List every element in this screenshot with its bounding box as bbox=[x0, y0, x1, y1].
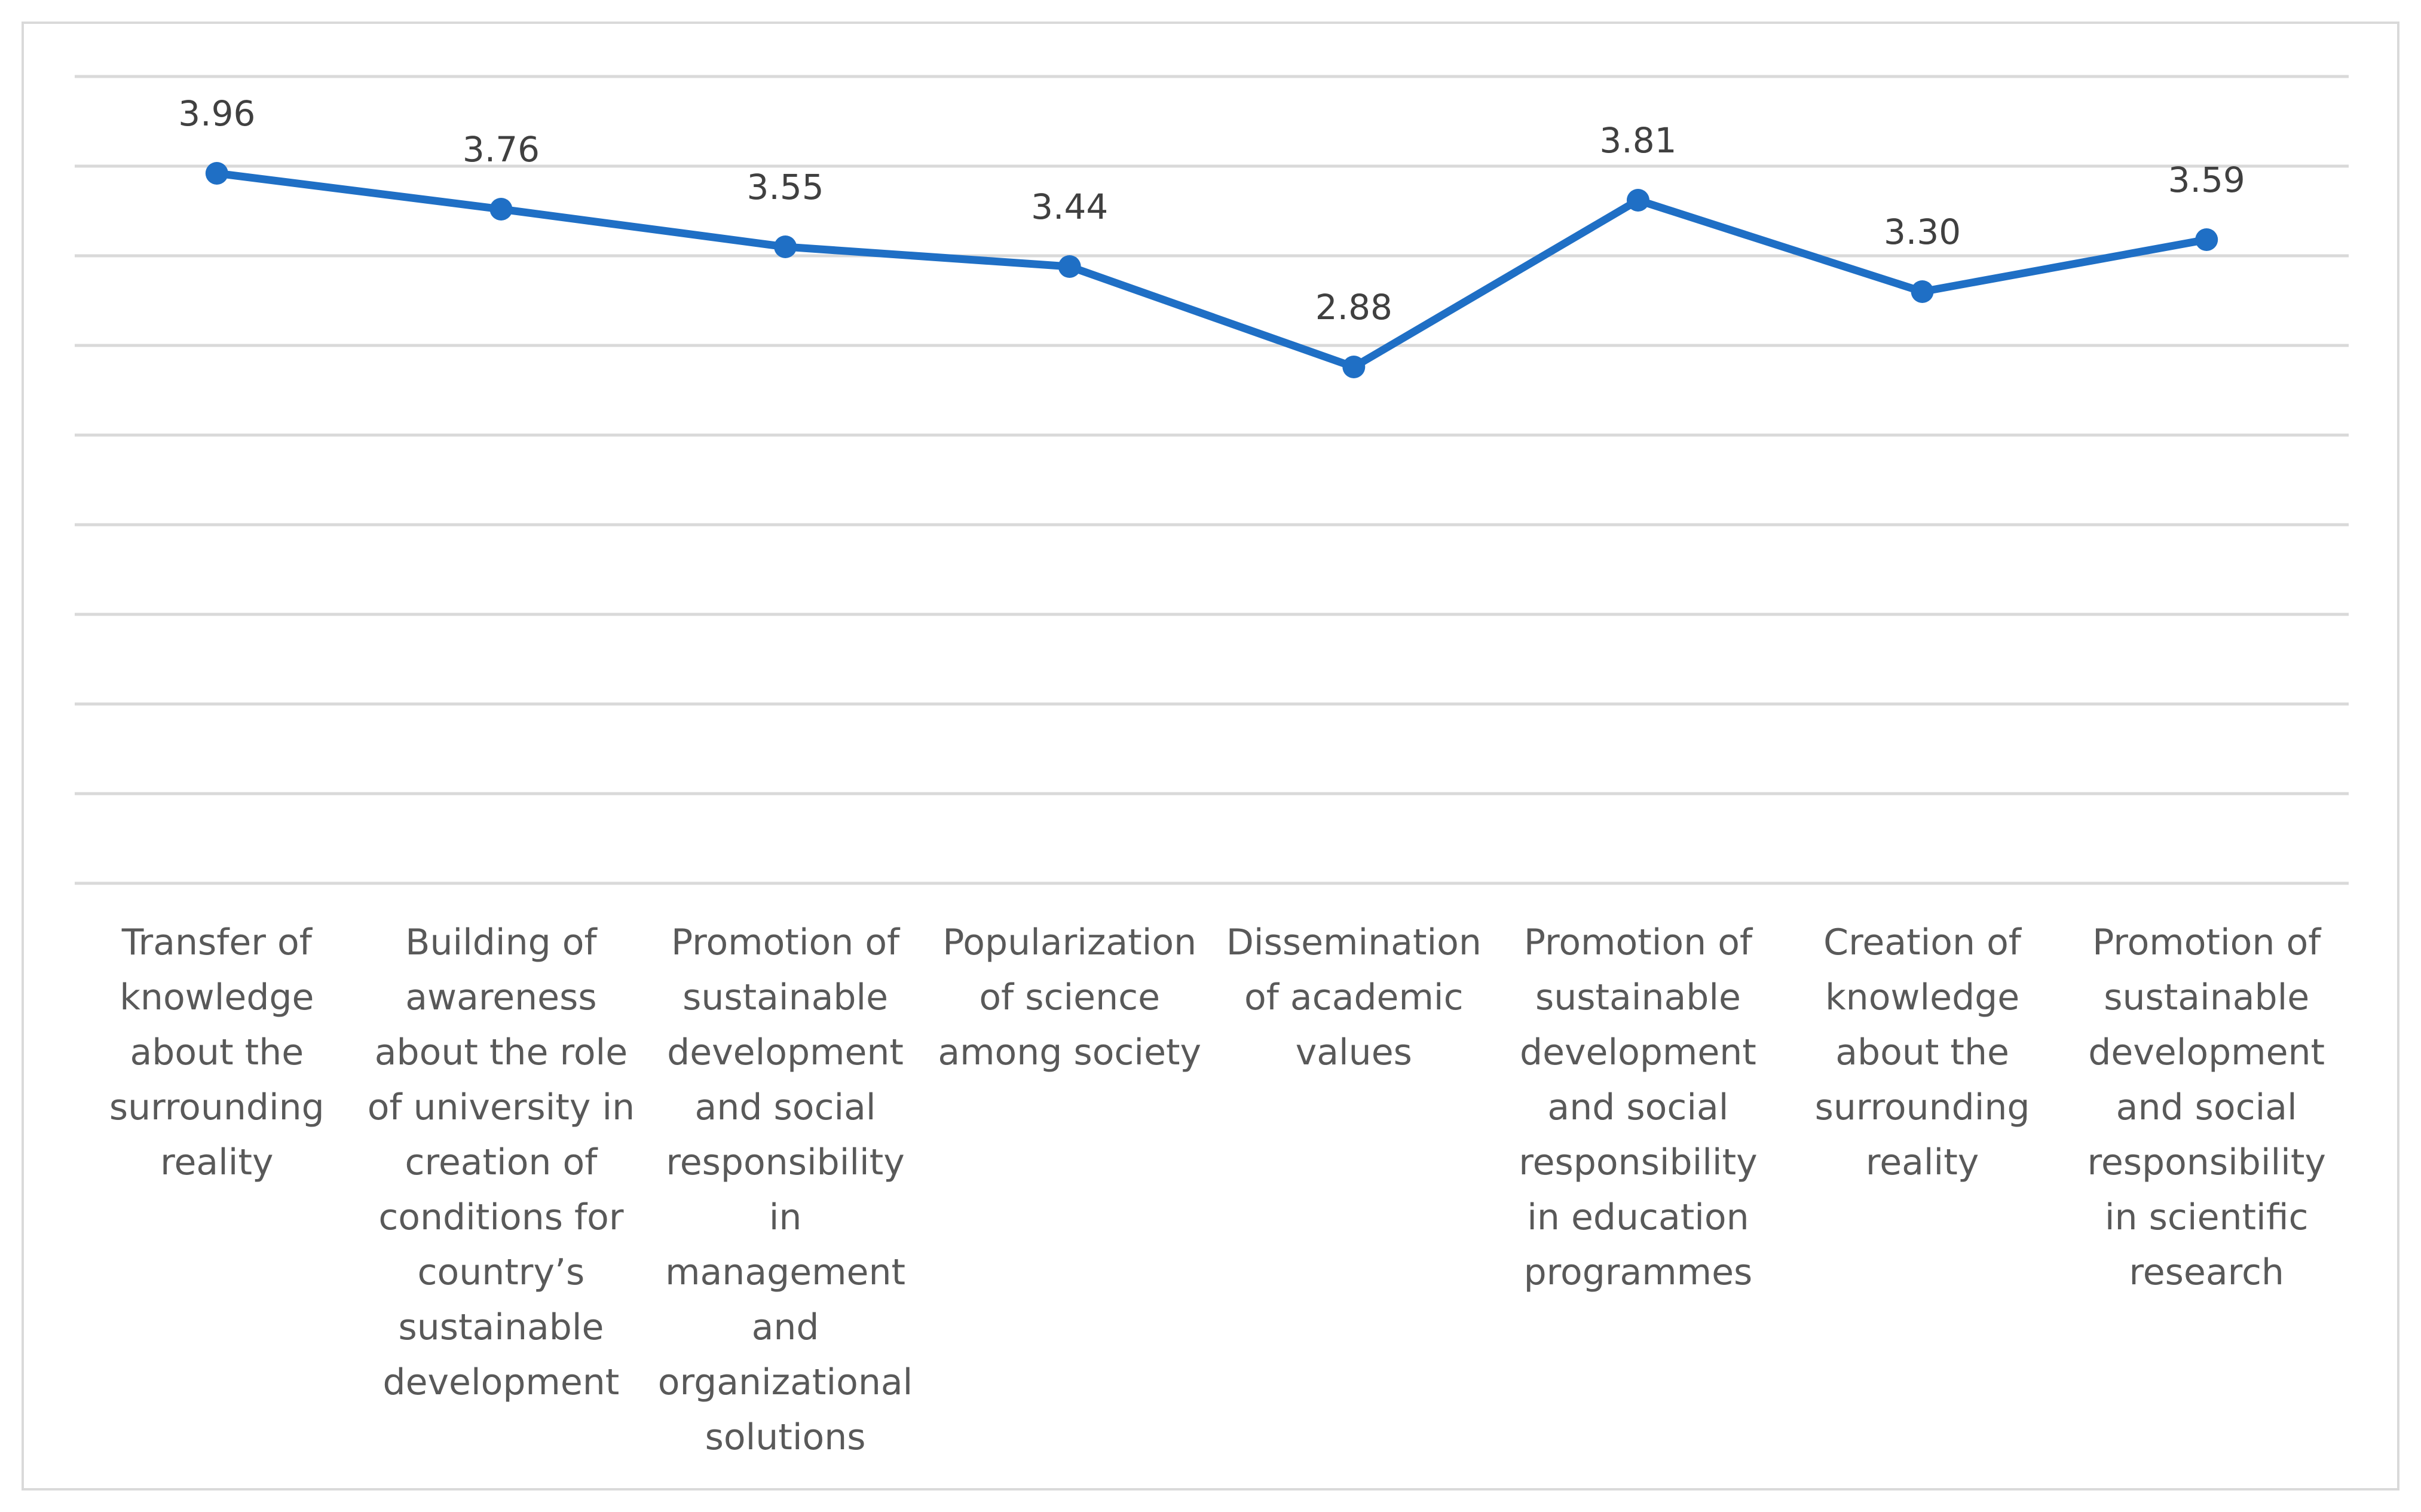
data-label: 3.30 bbox=[1884, 212, 1961, 252]
data-point bbox=[1626, 189, 1649, 212]
data-point bbox=[1058, 255, 1081, 278]
data-label: 3.76 bbox=[463, 129, 540, 170]
data-point bbox=[1911, 280, 1934, 303]
data-label: 2.88 bbox=[1315, 287, 1392, 328]
data-point bbox=[2195, 228, 2218, 251]
data-point bbox=[205, 162, 228, 185]
data-point bbox=[489, 198, 513, 221]
data-label: 3.55 bbox=[746, 167, 824, 207]
gridlines bbox=[75, 75, 2349, 885]
data-point bbox=[774, 235, 797, 258]
chart-frame bbox=[22, 22, 2399, 1490]
x-tick-label: Creation of knowledge about the surrounding… bbox=[1815, 922, 2030, 1183]
x-tick-label: Dissemination of academic values bbox=[1226, 922, 1482, 1073]
x-tick-label: Promotion of sustainable development and so… bbox=[1519, 922, 1757, 1293]
data-point bbox=[1342, 356, 1366, 378]
x-axis-tick-labels: Transfer of knowledge about the surrounding… bbox=[109, 922, 2326, 1458]
data-points bbox=[205, 162, 2218, 378]
x-tick-label: Building of awareness about the role of uni… bbox=[368, 922, 635, 1403]
x-tick-label: Transfer of knowledge about the surrounding… bbox=[109, 922, 325, 1183]
x-tick-label: Promotion of sustainable development and so… bbox=[658, 922, 913, 1458]
data-label: 3.59 bbox=[2168, 160, 2245, 200]
data-label: 3.44 bbox=[1031, 186, 1108, 227]
x-tick-label: Popularization of science among society bbox=[938, 922, 1201, 1073]
series-line bbox=[213, 169, 2211, 371]
data-labels: 3.96 3.76 3.55 3.44 2.88 3.81 3.30 3.59 bbox=[178, 93, 2245, 328]
x-tick-label: Promotion of sustainable development and so… bbox=[2087, 922, 2325, 1293]
data-label: 3.96 bbox=[178, 93, 255, 134]
data-label: 3.81 bbox=[1599, 120, 1676, 161]
